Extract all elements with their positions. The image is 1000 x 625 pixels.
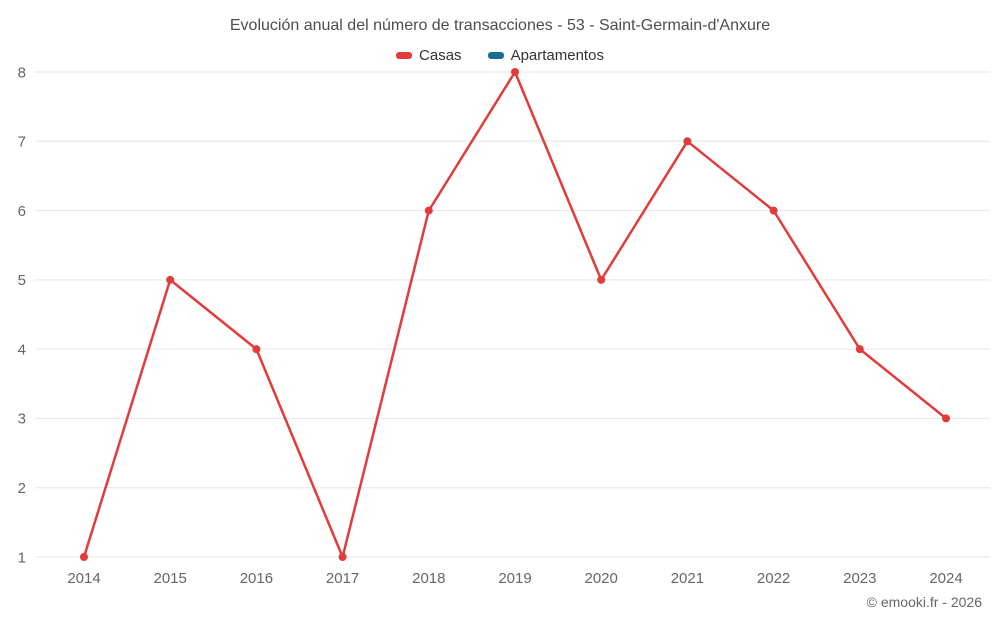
data-point[interactable] [511,68,519,76]
y-tick-label: 1 [18,549,26,566]
y-tick-label: 6 [18,203,26,220]
data-point[interactable] [597,275,606,284]
data-point[interactable] [683,137,692,146]
x-tick-label: 2021 [671,570,704,587]
x-tick-label: 2018 [412,570,445,587]
x-tick-label: 2020 [585,570,618,587]
x-tick-label: 2019 [498,570,531,587]
data-point[interactable] [80,553,88,561]
x-tick-label: 2016 [240,570,273,587]
data-point[interactable] [166,275,175,284]
y-tick-label: 3 [18,411,26,428]
legend-item-casas[interactable]: Casas [396,47,462,64]
legend-label-casas: Casas [419,47,462,64]
x-tick-label: 2014 [67,570,100,587]
legend: Casas Apartamentos [0,47,1000,64]
legend-item-apartamentos[interactable]: Apartamentos [487,47,604,64]
series-line-casas [82,70,948,559]
x-tick-label: 2024 [929,570,962,587]
y-tick-label: 7 [18,134,26,151]
legend-label-apartamentos: Apartamentos [510,47,604,64]
y-tick-label: 8 [18,64,26,81]
data-point[interactable] [942,414,950,423]
x-tick-label: 2023 [843,570,876,587]
legend-swatch-apartamentos-icon [487,52,504,59]
data-point[interactable] [769,206,778,215]
x-tick-label: 2015 [154,570,187,587]
data-point[interactable] [338,553,347,561]
data-point[interactable] [855,345,864,354]
y-tick-label: 4 [18,341,26,358]
x-tick-label: 2022 [757,570,790,587]
y-tick-label: 2 [18,480,26,497]
x-tick-label: 2017 [326,570,359,587]
data-point[interactable] [252,345,261,354]
y-tick-label: 5 [18,272,26,289]
legend-swatch-casas-icon [396,52,413,59]
chart-title: Evolución anual del número de transaccio… [229,17,771,34]
footer-credit[interactable]: © emooki.fr - 2026 [866,594,982,610]
data-point[interactable] [424,206,433,215]
